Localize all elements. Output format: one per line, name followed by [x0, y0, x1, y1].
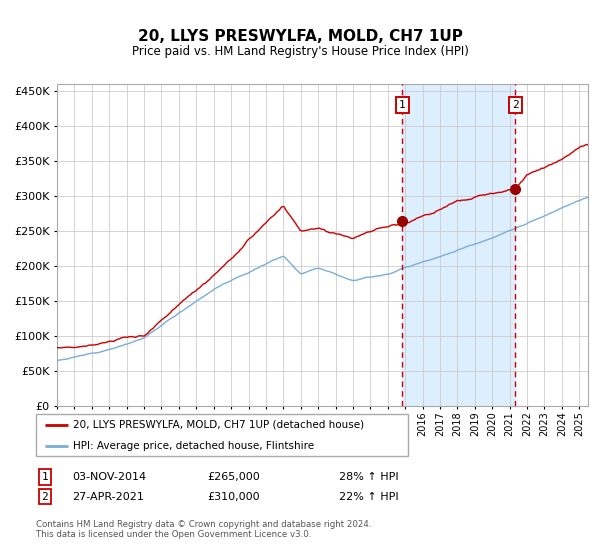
Text: 20, LLYS PRESWYLFA, MOLD, CH7 1UP (detached house): 20, LLYS PRESWYLFA, MOLD, CH7 1UP (detac… [73, 420, 364, 430]
Text: 27-APR-2021: 27-APR-2021 [72, 492, 144, 502]
Text: HPI: Average price, detached house, Flintshire: HPI: Average price, detached house, Flin… [73, 441, 314, 451]
Text: 1: 1 [399, 100, 406, 110]
Bar [403, 84, 515, 406]
FancyBboxPatch shape [36, 414, 408, 456]
Text: 20, LLYS PRESWYLFA, MOLD, CH7 1UP: 20, LLYS PRESWYLFA, MOLD, CH7 1UP [137, 29, 463, 44]
Text: 03-NOV-2014: 03-NOV-2014 [72, 472, 146, 482]
Text: 1: 1 [41, 472, 49, 482]
Text: Price paid vs. HM Land Registry's House Price Index (HPI): Price paid vs. HM Land Registry's House … [131, 45, 469, 58]
Text: 28% ↑ HPI: 28% ↑ HPI [339, 472, 398, 482]
Text: £310,000: £310,000 [207, 492, 260, 502]
Text: 2: 2 [512, 100, 518, 110]
Text: 2: 2 [41, 492, 49, 502]
Text: £265,000: £265,000 [207, 472, 260, 482]
Text: 22% ↑ HPI: 22% ↑ HPI [339, 492, 398, 502]
Text: Contains HM Land Registry data © Crown copyright and database right 2024.
This d: Contains HM Land Registry data © Crown c… [36, 520, 371, 539]
